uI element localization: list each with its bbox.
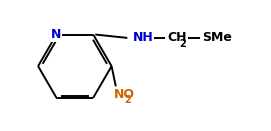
Text: SMe: SMe [202,31,232,44]
Text: 2: 2 [179,39,186,49]
Text: NO: NO [114,88,135,101]
Text: N: N [51,28,62,41]
Text: CH: CH [167,31,187,44]
Text: NH: NH [133,31,153,44]
Text: 2: 2 [124,95,131,105]
